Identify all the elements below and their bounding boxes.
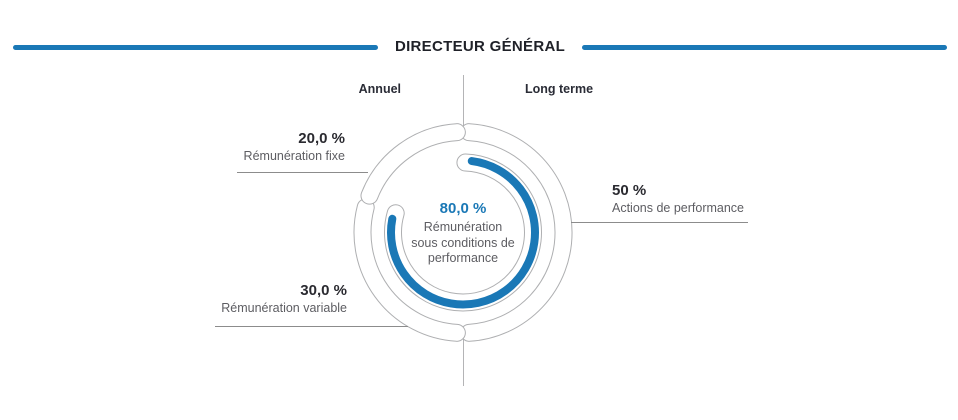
inner-ring-value-arc [387, 157, 539, 309]
donut-segment-actions-de-performance [460, 123, 573, 342]
leader-line-actions-de-performance [571, 222, 748, 223]
page-title: DIRECTEUR GÉNÉRAL [394, 38, 566, 55]
right-rule [582, 44, 948, 50]
donut-segment-remuneration-variable [353, 198, 466, 342]
center-value: 80,0 % [439, 200, 487, 217]
donut-inner-ring [383, 153, 542, 312]
name-remuneration-fixe: Rémunération fixe [243, 149, 345, 163]
name-remuneration-variable: Rémunération variable [221, 301, 347, 315]
center-description: Rémunération sous conditions de performa… [411, 220, 515, 265]
leader-line-remuneration-fixe [237, 172, 368, 173]
label-remuneration-variable: 30,0 % Rémunération variable [221, 282, 347, 316]
group-label-long-terme: Long terme [525, 82, 594, 96]
group-label-annuel: Annuel [358, 82, 401, 96]
name-actions-de-performance: Actions de performance [612, 201, 745, 215]
value-actions-de-performance: 50 % [612, 182, 647, 199]
label-remuneration-fixe: 20,0 % Rémunération fixe [244, 130, 345, 164]
donut-segment-remuneration-fixe [360, 123, 466, 205]
value-remuneration-variable: 30,0 % [300, 282, 347, 299]
section-header: DIRECTEUR GÉNÉRAL [13, 38, 948, 56]
left-rule [13, 44, 378, 50]
label-actions-de-performance: 50 % Actions de performance [612, 182, 744, 216]
center-label: 80,0 % Rémunération sous conditions de p… [393, 200, 533, 267]
leader-line-remuneration-variable [215, 326, 408, 327]
value-remuneration-fixe: 20,0 % [298, 130, 345, 147]
